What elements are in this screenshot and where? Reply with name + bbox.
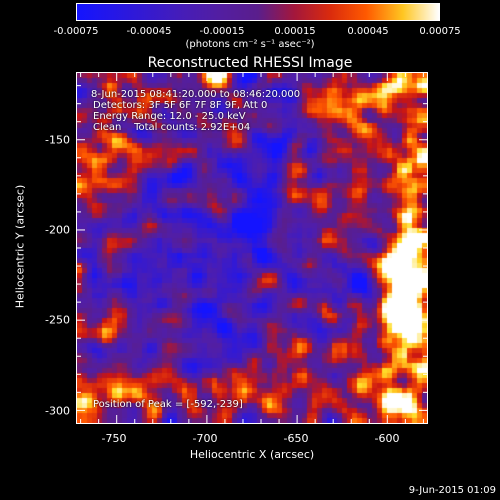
clean-counts-text: Clean Total counts: 2.92E+04 (93, 122, 251, 133)
colorbar-tick-label: 0.00075 (419, 26, 461, 37)
x-tick-label: -650 (283, 432, 309, 445)
colorbar-tick-label: -0.00045 (126, 26, 172, 37)
colorbar-tick-label: -0.00015 (199, 26, 245, 37)
y-axis-label: Heliocentric Y (arcsec) (13, 184, 27, 309)
colorbar-tick-label: -0.00075 (53, 26, 99, 37)
x-tick-label: -700 (192, 432, 218, 445)
y-tick-label: -150 (45, 133, 70, 147)
rhessi-image (77, 73, 427, 423)
y-tick-label: -300 (45, 404, 70, 418)
y-tick-label: -250 (45, 313, 70, 327)
y-tick-label: -200 (45, 223, 70, 237)
colorbar-tick-label: 0.00045 (347, 26, 389, 37)
detectors-text: Detectors: 3F 5F 6F 7F 8F 9F, Att 0 (93, 100, 268, 111)
x-tick-label: -600 (374, 432, 400, 445)
colorbar-tick-label: 0.00015 (274, 26, 316, 37)
colorbar-units: (photons cm⁻² s⁻¹ asec⁻²) (185, 39, 315, 50)
image-frame: 8-Jun-2015 08:41:20.000 to 08:46:20.000 … (76, 72, 428, 424)
energy-range-text: Energy Range: 12.0 - 25.0 keV (93, 111, 246, 122)
time-range-text: 8-Jun-2015 08:41:20.000 to 08:46:20.000 (91, 89, 301, 100)
x-tick-label: -750 (101, 432, 127, 445)
image-title: Reconstructed RHESSI Image (147, 55, 353, 71)
x-axis-label: Heliocentric X (arcsec) (189, 448, 315, 461)
plot-timestamp: 9-Jun-2015 01:09 (408, 485, 496, 496)
peak-position-text: Position of Peak = [-592,-239] (93, 399, 243, 410)
colorbar (76, 3, 440, 21)
